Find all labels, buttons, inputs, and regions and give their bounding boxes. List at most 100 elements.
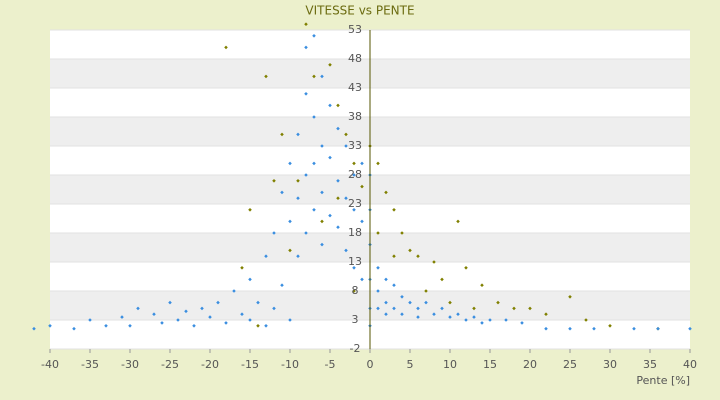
point xyxy=(456,219,460,224)
point xyxy=(632,326,636,331)
point xyxy=(456,312,460,316)
point xyxy=(184,309,188,314)
x-tick-label: -5 xyxy=(325,358,336,371)
point xyxy=(232,289,236,293)
point xyxy=(440,306,444,311)
point xyxy=(408,248,412,253)
point xyxy=(472,306,476,311)
point xyxy=(520,321,524,325)
point xyxy=(72,326,76,331)
point xyxy=(320,219,324,224)
point xyxy=(352,173,356,177)
point xyxy=(352,289,356,293)
point xyxy=(464,318,468,322)
x-tick-label: 35 xyxy=(643,358,657,371)
point xyxy=(336,225,340,229)
point xyxy=(528,306,532,311)
point xyxy=(416,306,420,311)
point xyxy=(408,300,412,305)
point xyxy=(424,300,428,305)
x-tick-label: -20 xyxy=(201,358,219,371)
point xyxy=(328,63,332,67)
point xyxy=(328,103,332,108)
y-tick-label: 18 xyxy=(348,226,362,239)
x-tick-label: -40 xyxy=(41,358,59,371)
point xyxy=(320,190,324,195)
point xyxy=(400,312,404,316)
y-tick-label: 28 xyxy=(348,168,362,181)
point xyxy=(376,266,380,270)
point xyxy=(280,190,284,195)
point xyxy=(272,231,276,235)
x-tick-label: -10 xyxy=(281,358,299,371)
point xyxy=(240,266,244,270)
point xyxy=(312,161,316,166)
point xyxy=(432,312,436,316)
point xyxy=(264,324,268,328)
point xyxy=(304,92,308,96)
point xyxy=(448,300,452,305)
point xyxy=(584,318,588,322)
point xyxy=(592,326,596,331)
x-tick-label: 40 xyxy=(683,358,697,371)
point xyxy=(224,45,228,50)
point xyxy=(312,34,316,38)
y-tick-label: 3 xyxy=(352,313,359,326)
y-tick-label: 43 xyxy=(348,81,362,94)
point xyxy=(384,300,388,305)
point xyxy=(136,306,140,311)
point xyxy=(88,318,92,322)
point xyxy=(264,74,268,79)
point xyxy=(320,74,324,79)
y-tick-label: 8 xyxy=(352,284,359,297)
point xyxy=(432,260,436,264)
point xyxy=(288,318,292,322)
point xyxy=(296,179,300,183)
point xyxy=(384,312,388,316)
point xyxy=(208,315,212,319)
x-tick-label: 15 xyxy=(483,358,497,371)
point xyxy=(352,161,356,166)
chart-title: VITESSE vs PENTE xyxy=(305,4,414,18)
point xyxy=(336,126,340,131)
point xyxy=(312,115,316,119)
point xyxy=(384,277,388,282)
point xyxy=(360,161,364,166)
point xyxy=(192,324,196,328)
point xyxy=(200,306,204,311)
point xyxy=(304,231,308,235)
point xyxy=(344,248,348,253)
point xyxy=(344,196,348,200)
point xyxy=(216,300,220,305)
point xyxy=(392,283,396,287)
point xyxy=(440,277,444,282)
x-tick-label: 0 xyxy=(367,358,374,371)
point xyxy=(464,266,468,270)
point xyxy=(416,254,420,258)
point xyxy=(496,300,500,305)
x-tick-label: 10 xyxy=(443,358,457,371)
point xyxy=(392,254,396,258)
point xyxy=(256,300,260,305)
y-tick-label: 33 xyxy=(348,139,362,152)
point xyxy=(376,161,380,166)
point xyxy=(248,208,252,212)
y-tick-label: 23 xyxy=(348,197,362,210)
point xyxy=(32,326,36,331)
point xyxy=(312,74,316,79)
x-tick-label: -35 xyxy=(81,358,99,371)
point xyxy=(344,132,348,137)
y-tick-label: 13 xyxy=(348,255,362,268)
x-tick-label: 30 xyxy=(603,358,617,371)
point xyxy=(304,22,308,26)
point xyxy=(416,315,420,319)
point xyxy=(240,312,244,316)
point xyxy=(336,103,340,108)
point xyxy=(320,144,324,148)
point xyxy=(392,208,396,212)
point xyxy=(336,196,340,200)
x-tick-label: 5 xyxy=(407,358,414,371)
x-tick-label: -30 xyxy=(121,358,139,371)
